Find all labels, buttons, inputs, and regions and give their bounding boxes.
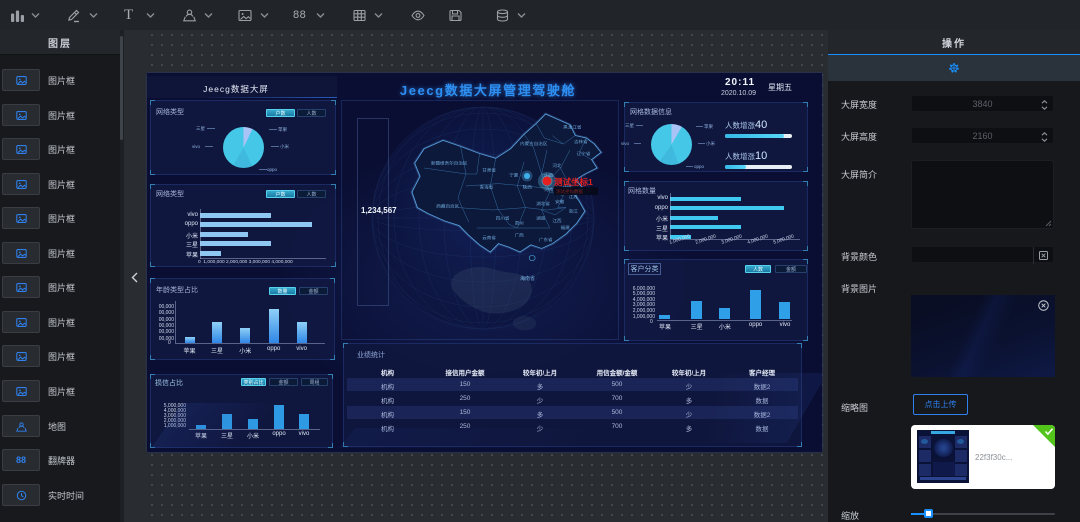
svg-text:陕西: 陕西 [523, 184, 533, 191]
svg-text:云南省: 云南省 [482, 234, 496, 241]
svg-text:福建: 福建 [561, 225, 571, 232]
svg-text:测试坐标1: 测试坐标1 [554, 177, 593, 187]
svg-text:山东: 山东 [563, 184, 573, 191]
svg-text:山西: 山西 [544, 172, 554, 179]
svg-text:黑龙江省: 黑龙江省 [563, 124, 582, 131]
svg-text:河北: 河北 [552, 162, 562, 169]
svg-text:内蒙古自治区: 内蒙古自治区 [520, 141, 548, 148]
svg-text:湖北省: 湖北省 [536, 201, 550, 208]
svg-text:河南: 河南 [544, 186, 554, 192]
svg-text:安徽: 安徽 [555, 198, 565, 205]
svg-text:四川省: 四川省 [496, 215, 510, 222]
svg-text:江苏: 江苏 [569, 193, 579, 200]
svg-text:广西: 广西 [515, 232, 525, 239]
svg-text:甘肃省: 甘肃省 [482, 167, 496, 174]
svg-text:青海省: 青海省 [480, 184, 494, 191]
svg-text:湖南: 湖南 [536, 215, 546, 222]
svg-text:广东省: 广东省 [539, 237, 553, 244]
svg-text:吉林省: 吉林省 [574, 138, 588, 145]
svg-text:测试坐标数据: 测试坐标数据 [556, 188, 583, 195]
svg-text:西藏自治区: 西藏自治区 [436, 203, 460, 210]
svg-text:新疆维吾尔自治区: 新疆维吾尔自治区 [431, 160, 468, 167]
svg-text:海南省: 海南省 [520, 275, 535, 282]
svg-text:浙江: 浙江 [569, 208, 579, 215]
svg-text:贵州: 贵州 [515, 220, 524, 227]
svg-text:宁夏: 宁夏 [509, 172, 519, 178]
svg-text:辽宁省: 辽宁省 [577, 150, 591, 157]
svg-text:江西: 江西 [552, 217, 562, 224]
